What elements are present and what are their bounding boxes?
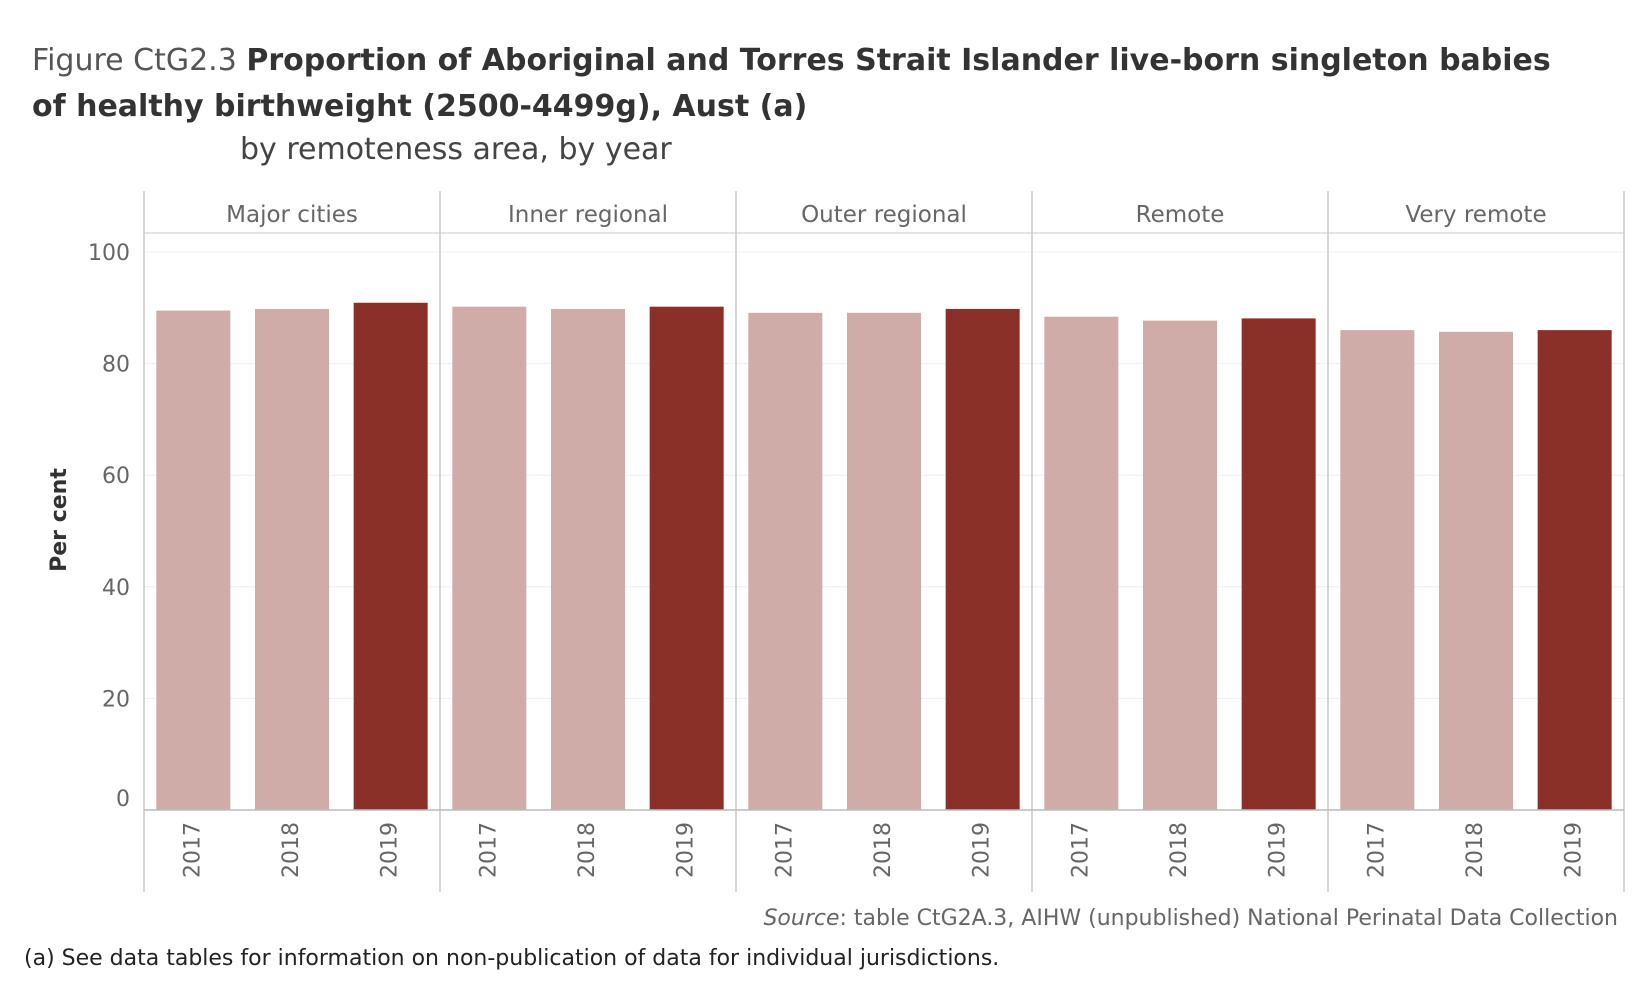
figure-title: Proportion of Aboriginal and Torres Stra… [32, 43, 1551, 124]
x-tick-label: 2017 [1068, 822, 1093, 878]
panel-header: Inner regional [508, 202, 668, 228]
chart-title: Figure CtG2.3 Proportion of Aboriginal a… [32, 38, 1592, 130]
x-tick-label: 2019 [1266, 822, 1291, 878]
bar [255, 308, 329, 810]
x-tick-label: 2019 [378, 822, 403, 878]
bar [1241, 318, 1316, 810]
y-tick-label: 40 [102, 576, 130, 601]
panel-header: Major cities [226, 202, 358, 228]
bar [1537, 330, 1612, 810]
x-tick-label: 2018 [575, 822, 600, 878]
x-tick-label: 2018 [279, 822, 304, 878]
x-tick-label: 2017 [476, 822, 501, 878]
x-tick-label: 2019 [970, 822, 995, 878]
bar [1044, 316, 1119, 810]
y-tick-label: 0 [116, 787, 130, 812]
y-tick-label: 60 [102, 464, 130, 489]
x-tick-label: 2019 [1562, 822, 1587, 878]
x-tick-label: 2019 [674, 822, 699, 878]
panel-header: Very remote [1405, 202, 1546, 228]
y-tick-label: 100 [88, 241, 130, 266]
bar [156, 310, 231, 810]
bar [353, 302, 428, 810]
panel-header: Outer regional [801, 202, 967, 228]
y-axis-label: Per cent [47, 468, 72, 572]
y-tick-label: 80 [102, 353, 130, 378]
x-tick-label: 2017 [180, 822, 205, 878]
x-tick-label: 2018 [871, 822, 896, 878]
y-tick-label: 20 [102, 687, 130, 712]
bar [649, 306, 724, 810]
x-tick-label: 2018 [1167, 822, 1192, 878]
bar [551, 308, 625, 810]
bar [748, 312, 823, 810]
x-tick-label: 2017 [1364, 822, 1389, 878]
source-text: : table CtG2A.3, AIHW (unpublished) Nati… [839, 906, 1619, 931]
bar [945, 308, 1020, 810]
footnote: (a) See data tables for information on n… [24, 946, 1000, 971]
source-note: Source: table CtG2A.3, AIHW (unpublished… [763, 906, 1618, 931]
chart-subtitle: by remoteness area, by year [240, 132, 672, 167]
x-tick-label: 2018 [1463, 822, 1488, 878]
bar [1439, 331, 1513, 810]
bar [1340, 330, 1415, 810]
source-label: Source [763, 906, 840, 931]
bar [1143, 320, 1217, 810]
figure-number: Figure CtG2.3 [32, 43, 237, 78]
bar [452, 306, 527, 810]
bar [847, 312, 921, 810]
x-tick-label: 2017 [772, 822, 797, 878]
panel-header: Remote [1136, 202, 1225, 228]
